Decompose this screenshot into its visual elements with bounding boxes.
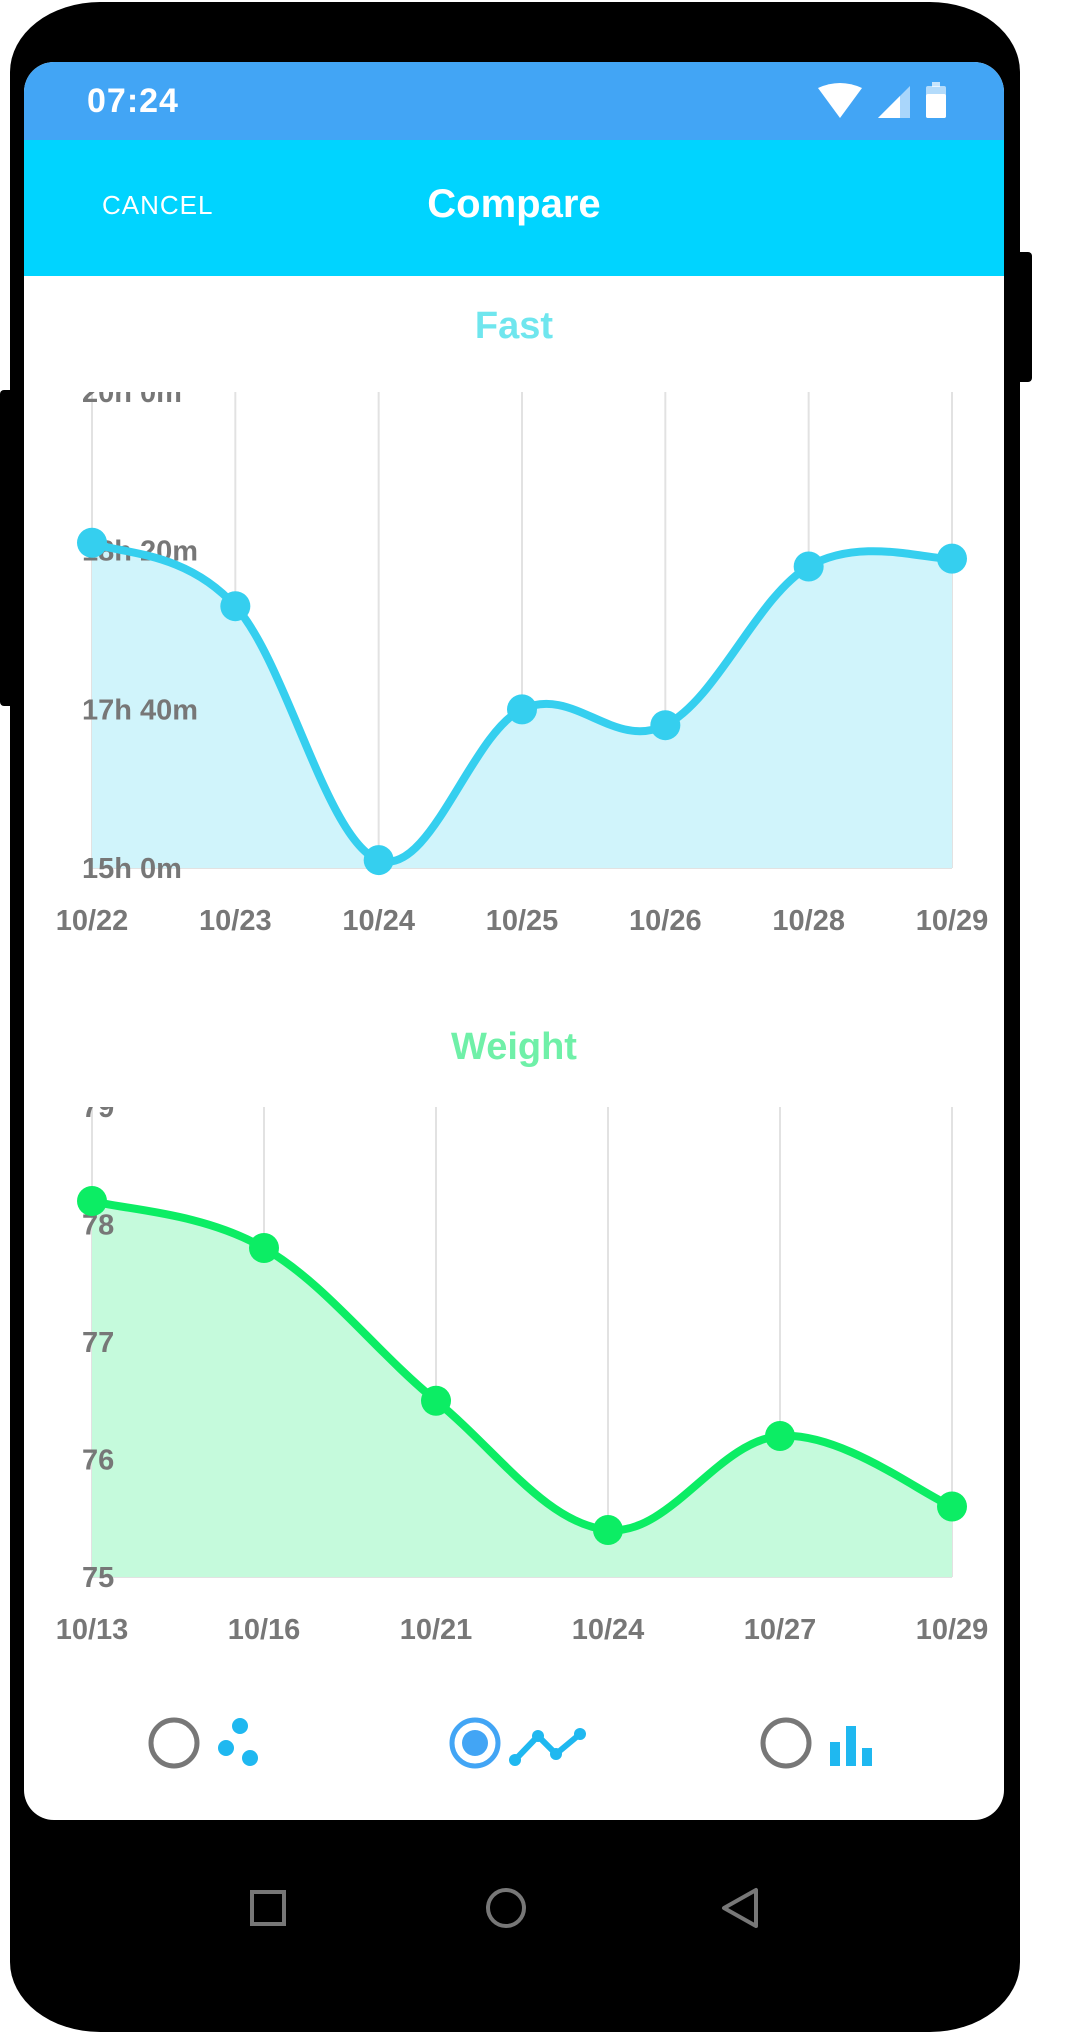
cellular-signal-icon (878, 86, 910, 118)
fast-data-point (937, 543, 967, 574)
weight-y-tick-label: 76 (82, 1445, 114, 1477)
bar-radio[interactable] (760, 1717, 812, 1769)
fast-x-tick-label: 10/26 (629, 905, 702, 937)
fast-y-tick-label: 15h 0m (82, 853, 182, 885)
weight-y-tick-label: 79 (82, 1107, 114, 1124)
scatter-option[interactable] (134, 1698, 284, 1788)
weight-x-tick-label: 10/24 (572, 1614, 645, 1646)
fast-x-tick-label: 10/29 (916, 905, 989, 937)
battery-icon (926, 82, 946, 118)
line-radio[interactable] (449, 1717, 501, 1769)
line-chart-icon (509, 1728, 586, 1766)
weight-chart-title: Weight (451, 1026, 577, 1068)
back-triangle-icon[interactable] (710, 1878, 770, 1938)
fast-data-point (507, 694, 537, 725)
weight-y-tick-label: 77 (82, 1327, 114, 1359)
bar-option[interactable] (744, 1698, 904, 1788)
app-bar: CANCEL Compare (24, 140, 1004, 276)
phone-side-button-left (0, 390, 14, 706)
fast-x-tick-label: 10/23 (199, 905, 272, 937)
weight-data-point (421, 1385, 451, 1416)
phone-side-button-right (1016, 252, 1032, 382)
fast-data-point (793, 551, 824, 582)
weight-data-point (249, 1233, 279, 1263)
scatter-chart-icon (218, 1718, 258, 1766)
recents-square-icon[interactable] (240, 1880, 296, 1936)
weight-x-tick-label: 10/13 (56, 1614, 129, 1646)
weight-data-point (937, 1491, 967, 1522)
fast-x-tick-label: 10/24 (342, 905, 415, 937)
fast-data-point (650, 710, 681, 741)
status-time: 07:24 (87, 82, 179, 120)
fast-chart-title: Fast (474, 305, 554, 347)
weight-x-tick-label: 10/16 (228, 1614, 301, 1646)
weight-area (92, 1201, 952, 1577)
chart-type-selector (24, 1698, 1004, 1788)
fast-x-tick-label: 10/25 (486, 905, 559, 937)
fast-data-point (220, 591, 251, 622)
scatter-radio[interactable] (148, 1717, 200, 1769)
fast-y-tick-label: 20h 0m (82, 392, 182, 409)
bar-chart-icon (830, 1726, 872, 1766)
fast-data-point (363, 845, 394, 876)
wifi-icon (818, 83, 862, 118)
android-nav-bar (40, 1830, 980, 1970)
weight-x-tick-label: 10/27 (744, 1614, 817, 1646)
weight-y-tick-label: 75 (82, 1562, 114, 1594)
page-title: Compare (427, 182, 601, 226)
fast-area (92, 542, 952, 868)
phone-screen: 07:24 CANCEL Compare Fast 20h 0m 18h 20m 1… (24, 62, 1004, 1820)
fast-x-tick-label: 10/28 (772, 905, 845, 937)
fast-x-tick-label: 10/22 (56, 905, 129, 937)
status-bar: 07:24 (24, 62, 1004, 140)
weight-data-point (77, 1186, 107, 1216)
weight-x-tick-label: 10/29 (916, 1614, 989, 1646)
weight-data-point (765, 1421, 795, 1451)
weight-data-point (593, 1515, 623, 1545)
fast-data-point (77, 527, 107, 558)
home-circle-icon[interactable] (476, 1878, 536, 1938)
fast-y-tick-label: 17h 40m (82, 694, 198, 726)
cancel-button[interactable]: CANCEL (102, 190, 214, 220)
line-option[interactable] (434, 1698, 634, 1788)
weight-x-tick-label: 10/21 (400, 1614, 473, 1646)
status-icons (818, 82, 946, 118)
